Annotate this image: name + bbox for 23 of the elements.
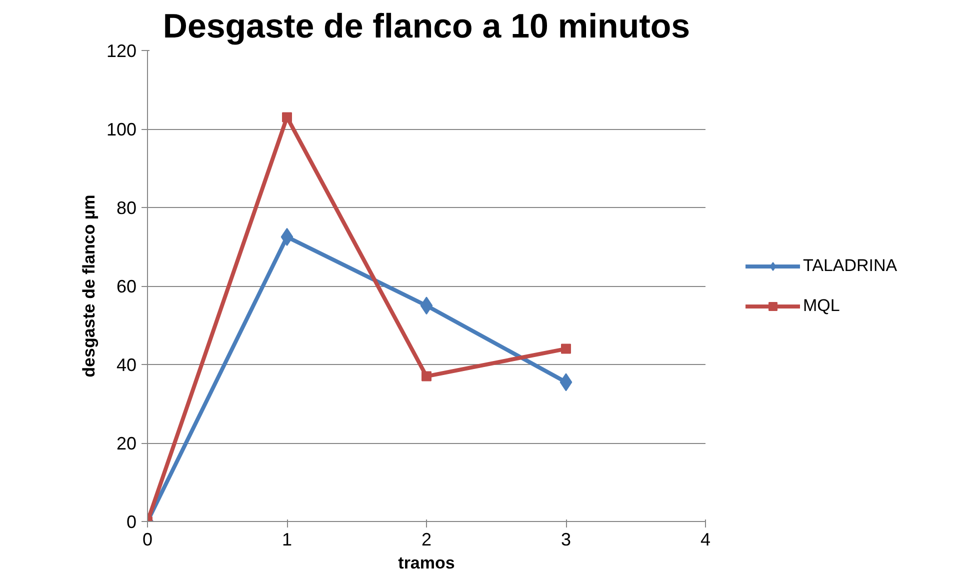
point xyxy=(280,228,294,246)
x-tick-label: 4 xyxy=(700,530,711,550)
x-axis-title: tramos xyxy=(398,554,455,572)
point xyxy=(560,373,572,392)
x-tick-label: 1 xyxy=(282,530,292,550)
legend-label: MQL xyxy=(803,296,840,316)
chart-title: Desgaste de flanco a 10 minutos xyxy=(162,8,690,46)
point xyxy=(282,112,292,122)
y-tick-label: 0 xyxy=(126,512,137,532)
legend-label: TALADRINA xyxy=(803,256,898,276)
x-tick-label: 0 xyxy=(142,530,153,550)
point xyxy=(561,344,571,354)
y-tick-label: 80 xyxy=(116,198,137,218)
y-tick-label: 120 xyxy=(106,41,137,61)
y-axis-title: desgaste de flanco µm xyxy=(79,194,98,378)
point xyxy=(422,371,432,382)
y-tick-label: 60 xyxy=(116,276,137,296)
y-tick-label: 100 xyxy=(106,120,137,140)
point xyxy=(420,296,433,315)
x-tick-label: 2 xyxy=(421,530,432,550)
y-tick-label: 40 xyxy=(116,355,137,375)
x-tick-label: 3 xyxy=(560,530,572,550)
y-tick-label: 20 xyxy=(116,434,137,454)
